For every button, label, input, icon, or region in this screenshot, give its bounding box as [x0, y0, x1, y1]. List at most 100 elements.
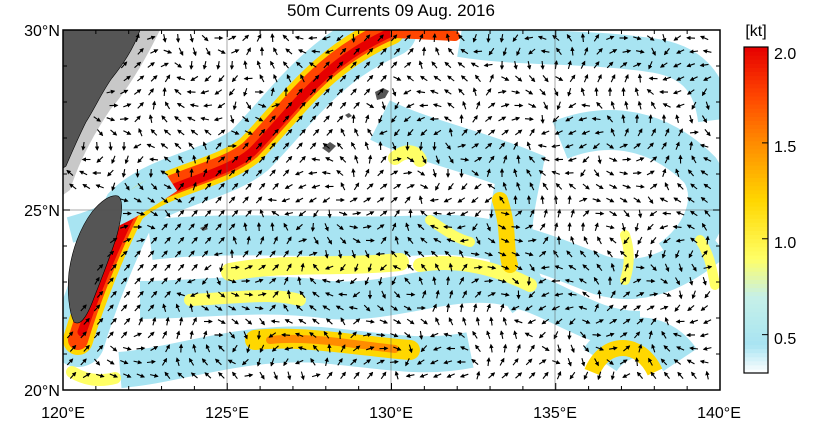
current-arrow [232, 61, 233, 69]
lon-tick-label: 130°E [369, 405, 413, 422]
current-arrow [488, 34, 489, 42]
current-arrow [424, 48, 425, 56]
colorbar-segment [744, 51, 768, 56]
colorbar-tick-label: 2.0 [774, 46, 796, 63]
colorbar-segment [744, 47, 768, 52]
colorbar-segment [744, 316, 768, 321]
colorbar-segment [744, 96, 768, 101]
colorbar-segment [744, 271, 768, 276]
current-arrow [623, 159, 631, 160]
jet-yellow [190, 296, 300, 300]
colorbar-segment [744, 112, 768, 117]
current-arrow [529, 277, 530, 285]
colorbar-tick-label: 0.5 [774, 331, 796, 348]
colorbar-segment [744, 177, 768, 182]
colorbar-segment [744, 226, 768, 231]
colorbar-segment [744, 292, 768, 297]
colorbar-segment [744, 340, 768, 345]
colorbar-segment [744, 210, 768, 215]
colorbar-segment [744, 157, 768, 162]
colorbar-segment [744, 129, 768, 134]
lon-tick-label: 120°E [41, 405, 85, 422]
colorbar-segment [744, 279, 768, 284]
current-arrow [650, 115, 651, 123]
colorbar-segment [744, 324, 768, 329]
lat-tick-label: 25°N [24, 203, 60, 220]
colorbar-segment [744, 169, 768, 174]
colorbar-segment [744, 283, 768, 288]
colorbar-segment [744, 251, 768, 256]
colorbar-segment [744, 198, 768, 203]
current-arrow [569, 223, 570, 231]
current-arrow [259, 331, 260, 339]
colorbar-segment [744, 304, 768, 309]
colorbar-segment [744, 361, 768, 366]
colorbar-segment [744, 214, 768, 219]
colorbar: [kt] 2.0 1.5 1.0 0.5 [744, 23, 796, 374]
current-arrow [164, 88, 165, 96]
colorbar-segment [744, 365, 768, 370]
current-arrow [377, 254, 385, 255]
colorbar-segment [744, 336, 768, 341]
current-arrow [559, 237, 560, 245]
colorbar-segment [744, 357, 768, 362]
lat-tick-label: 20°N [24, 383, 60, 400]
current-arrow [97, 142, 98, 150]
current-arrow [272, 34, 273, 42]
colorbar-segment [744, 312, 768, 317]
colorbar-tick-label: 1.0 [774, 235, 796, 252]
colorbar-segment [744, 145, 768, 150]
current-arrow [633, 173, 641, 174]
colorbar-segment [744, 108, 768, 113]
colorbar-segment [744, 206, 768, 211]
colorbar-segment [744, 320, 768, 325]
current-arrow [339, 294, 347, 295]
colorbar-segment [744, 116, 768, 121]
lon-tick-label: 140°E [697, 405, 741, 422]
current-arrow [512, 227, 520, 228]
current-arrow [434, 34, 435, 42]
colorbar-segment [744, 84, 768, 89]
colorbar-segment [744, 255, 768, 260]
current-arrow [593, 335, 601, 336]
colorbar-segment [744, 100, 768, 105]
colorbar-segment [744, 59, 768, 64]
colorbar-segment [744, 149, 768, 154]
current-arrow [599, 291, 600, 299]
colorbar-segment [744, 222, 768, 227]
map-title: 50m Currents 09 Aug. 2016 [287, 1, 495, 20]
current-arrow [191, 169, 192, 177]
lon-tick-label: 125°E [205, 405, 249, 422]
colorbar-segment [744, 67, 768, 72]
lat-tick-label: 30°N [24, 23, 60, 40]
current-arrow [309, 38, 317, 39]
colorbar-segment [744, 153, 768, 158]
current-arrow [178, 34, 179, 42]
colorbar-segment [744, 165, 768, 170]
colorbar-segment [744, 133, 768, 138]
colorbar-unit: [kt] [745, 23, 766, 40]
colorbar-segment [744, 190, 768, 195]
colorbar-segment [744, 92, 768, 97]
colorbar-segment [744, 218, 768, 223]
colorbar-segment [744, 80, 768, 85]
current-arrow [569, 331, 570, 339]
lon-tick-label: 135°E [533, 405, 577, 422]
current-arrow [525, 119, 533, 120]
current-arrow [120, 119, 128, 120]
colorbar-segment [744, 76, 768, 81]
colorbar-segment [744, 161, 768, 166]
colorbar-segment [744, 275, 768, 280]
current-arrow [444, 227, 452, 228]
kuroshio-north-core [395, 33, 455, 36]
colorbar-segment [744, 328, 768, 333]
colorbar-segment [744, 300, 768, 305]
colorbar-segment [744, 243, 768, 248]
colorbar-segment [744, 71, 768, 76]
colorbar-segment [744, 259, 768, 264]
colorbar-segment [744, 287, 768, 292]
colorbar-segment [744, 55, 768, 60]
colorbar-segment [744, 88, 768, 93]
current-arrow [282, 335, 290, 336]
